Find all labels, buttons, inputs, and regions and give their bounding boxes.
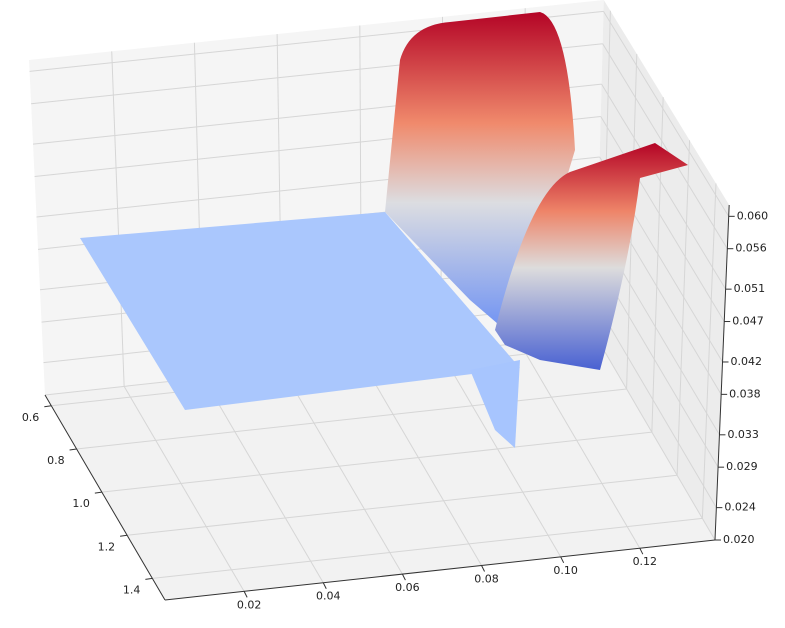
grid-line	[603, 11, 730, 217]
grid-line	[594, 334, 716, 541]
x-tick-label: 0.08	[474, 572, 499, 585]
y-tick-label: 1.0	[72, 497, 90, 510]
grid-line	[701, 183, 717, 519]
x-tick-label: 0.04	[316, 590, 341, 603]
grid-line	[111, 51, 125, 387]
grid-line	[127, 474, 678, 536]
x-tick-label: 0.02	[237, 598, 262, 611]
grid-line	[595, 302, 717, 508]
grid-line	[281, 368, 403, 575]
x-tick	[481, 565, 485, 572]
grid-line	[123, 386, 245, 592]
z-tick-label: 0.029	[726, 460, 758, 473]
surface-ridge	[495, 143, 688, 370]
y-tick	[145, 577, 153, 580]
x-tick	[560, 556, 565, 564]
axis-line	[44, 394, 166, 601]
grid-line	[76, 388, 627, 450]
y-tick	[94, 491, 102, 494]
axis-line	[164, 539, 716, 601]
grid-line	[601, 83, 727, 290]
x-tick	[322, 582, 327, 589]
x-tick-label: 0.10	[553, 564, 578, 577]
grid-line	[101, 431, 652, 493]
y-tick	[44, 405, 52, 408]
z-tick-label: 0.038	[729, 387, 761, 400]
surface-dip	[470, 360, 520, 448]
y-tick-label: 0.8	[47, 454, 65, 467]
z-tick-label: 0.047	[732, 315, 764, 328]
y-tick-label: 1.4	[123, 583, 141, 596]
axis-line	[714, 204, 730, 541]
grid-line	[676, 140, 691, 476]
x-tick	[243, 591, 248, 598]
grid-line	[361, 360, 482, 566]
z-tick-label: 0.020	[723, 533, 755, 546]
x-tick-label: 0.12	[633, 555, 658, 568]
z-tick-label: 0.033	[727, 428, 759, 441]
z-tick-label: 0.042	[731, 355, 763, 368]
grid-line	[602, 43, 728, 249]
grid-line	[152, 517, 703, 579]
y-tick-label: 0.6	[22, 411, 40, 424]
grid-line	[202, 377, 324, 583]
side-pane	[595, 0, 730, 540]
z-tick-label: 0.056	[735, 242, 767, 255]
x-tick	[639, 547, 644, 555]
grid-line	[440, 351, 562, 558]
x-tick	[401, 573, 406, 581]
surface	[80, 12, 688, 448]
y-tick-label: 1.2	[98, 540, 116, 553]
z-tick-label: 0.051	[734, 282, 766, 295]
surface-flat	[80, 212, 520, 410]
y-tick	[69, 448, 77, 451]
grid-line	[519, 342, 641, 549]
z-tick-label: 0.060	[737, 209, 769, 222]
ticks: 0.02 0.04 0.06 0.08 0.10 0.12 0.6 0.8 1.0 1.2 1.4 0…	[22, 204, 769, 611]
y-tick	[120, 534, 128, 537]
grid-line	[600, 116, 725, 322]
x-tick-label: 0.06	[395, 581, 420, 594]
z-tick-label: 0.024	[724, 501, 756, 514]
